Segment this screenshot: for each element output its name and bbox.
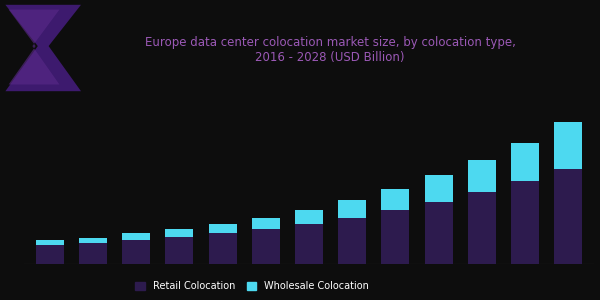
Bar: [166, 229, 193, 237]
Bar: [122, 240, 151, 264]
Bar: [338, 200, 366, 218]
Text: Europe data center colocation market size, by colocation type,
2016 - 2028 (USD : Europe data center colocation market siz…: [145, 36, 515, 64]
Bar: [382, 189, 409, 210]
Bar: [511, 181, 539, 264]
Bar: [209, 224, 236, 233]
Bar: [36, 245, 64, 264]
Bar: [554, 122, 582, 169]
Bar: [252, 230, 280, 264]
Polygon shape: [5, 5, 81, 91]
Bar: [295, 224, 323, 264]
Legend: Retail Colocation, Wholesale Colocation: Retail Colocation, Wholesale Colocation: [131, 278, 373, 295]
Bar: [36, 240, 64, 245]
Bar: [554, 169, 582, 264]
Bar: [166, 237, 193, 264]
Bar: [425, 175, 452, 202]
Bar: [425, 202, 452, 264]
Bar: [79, 243, 107, 264]
Bar: [122, 233, 151, 240]
Bar: [295, 210, 323, 224]
Bar: [382, 210, 409, 264]
Bar: [511, 142, 539, 181]
Bar: [467, 160, 496, 192]
Bar: [79, 238, 107, 243]
Bar: [467, 192, 496, 264]
Bar: [252, 218, 280, 230]
Polygon shape: [8, 10, 59, 85]
Bar: [338, 218, 366, 264]
Bar: [209, 233, 236, 264]
